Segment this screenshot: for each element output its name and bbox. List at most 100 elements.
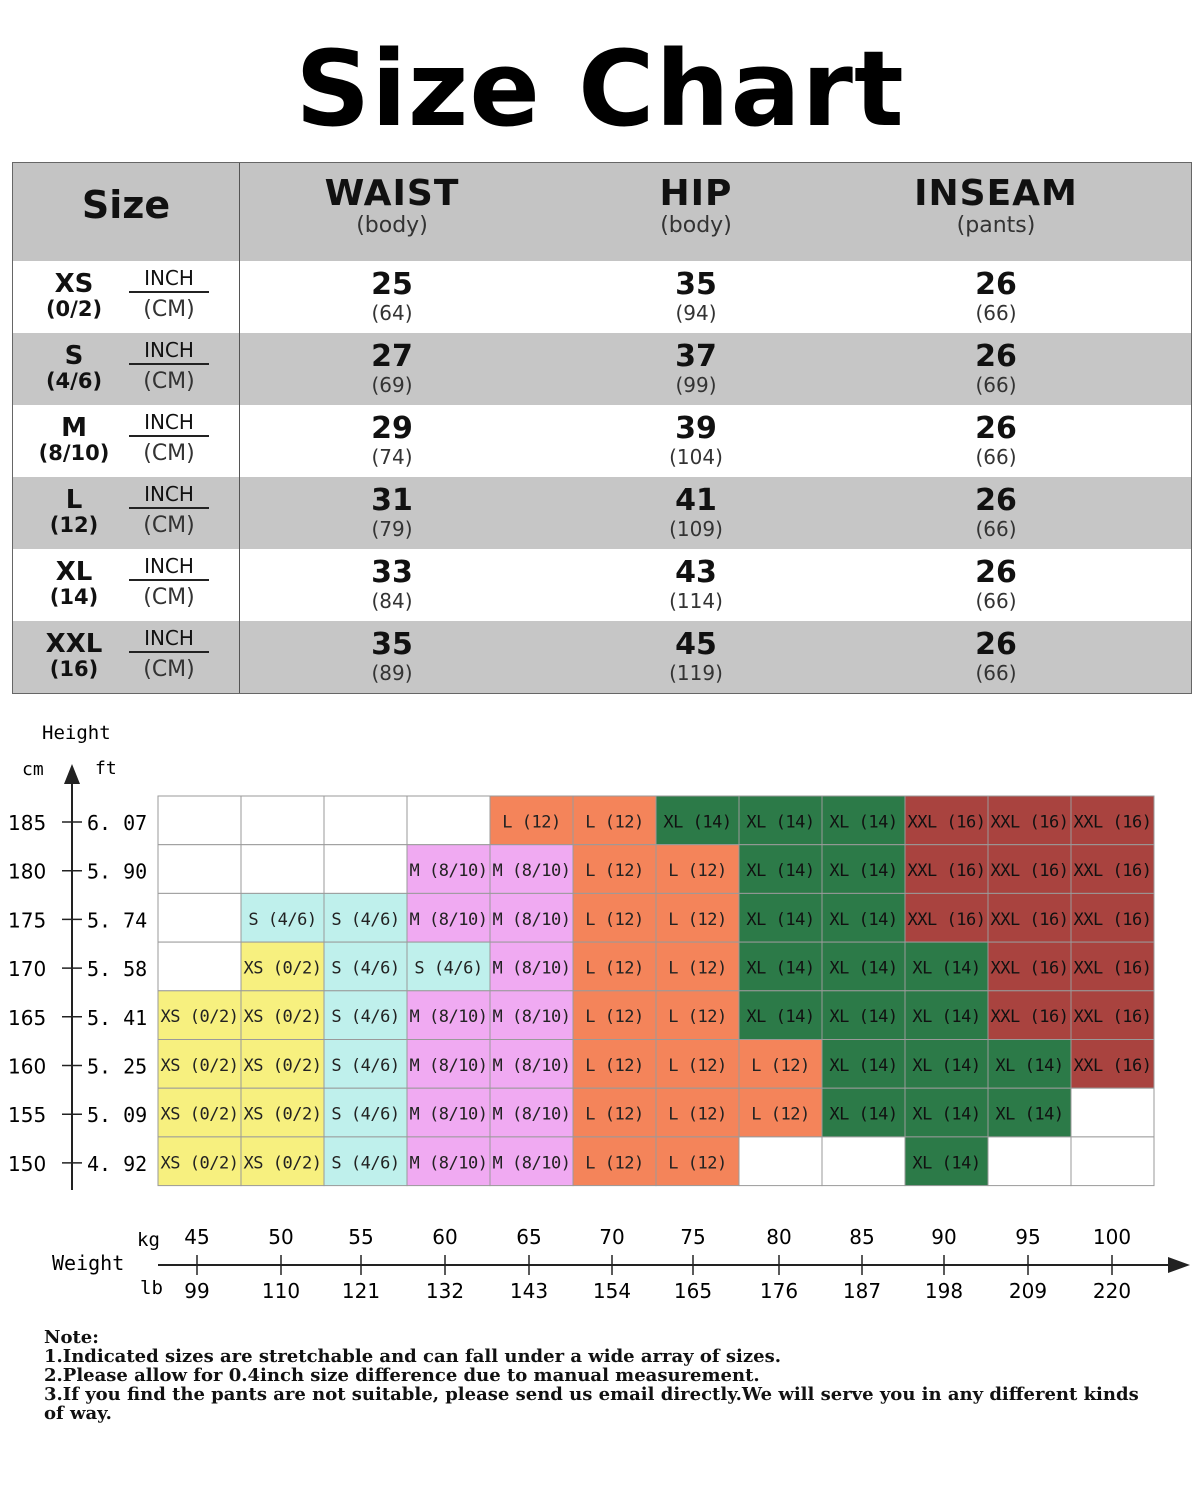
size-cell-label: M (8/10) <box>493 1153 571 1173</box>
inseam-cell: 26 (66) <box>848 405 1144 477</box>
hip-cell: 45 (119) <box>544 621 848 693</box>
grid-cell <box>406 795 491 846</box>
grid-cell <box>323 844 408 894</box>
size-cell-label: XL (14) <box>746 812 814 832</box>
size-cell-label: XL (14) <box>912 1153 980 1173</box>
x-tick-label-lb: 154 <box>593 1279 631 1303</box>
y-tick-label-cm: 170 <box>8 957 46 981</box>
hip-cell: 39 (104) <box>544 405 848 477</box>
size-cell-label: L (12) <box>585 958 643 978</box>
inseam-cm-value: (66) <box>975 661 1017 685</box>
size-cell-label: XXL (16) <box>908 861 986 881</box>
size-cell-label: XL (14) <box>995 1105 1063 1125</box>
unit-inch-label: INCH <box>129 410 209 437</box>
y-tick-label-ft: 5. 90 <box>87 860 147 884</box>
grid-cell <box>1070 990 1155 1040</box>
waist-inch-value: 33 <box>371 555 413 590</box>
size-cell-label: XXL (16) <box>1074 861 1152 881</box>
grid-cell <box>240 941 325 992</box>
hip-inch-value: 41 <box>675 483 717 518</box>
unit-cm-label: (CM) <box>143 441 195 466</box>
size-cell: XL (14) INCH (CM) <box>13 549 240 621</box>
size-cell-label: XL (14) <box>663 812 731 832</box>
grid-cell <box>1070 844 1155 894</box>
unit-inch-label: INCH <box>129 338 209 365</box>
y-tick-label-ft: 6. 07 <box>87 811 147 835</box>
unit-inch-label: INCH <box>129 554 209 581</box>
size-cell-label: XXL (16) <box>991 812 1069 832</box>
size-cell-label: XL (14) <box>829 910 897 930</box>
note: Note: 1.Indicated sizes are stretchable … <box>44 1328 1164 1423</box>
size-cell-label: XXL (16) <box>991 861 1069 881</box>
size-cell-label: L (12) <box>668 910 726 930</box>
size-cell-label: L (12) <box>585 861 643 881</box>
inseam-cell: 26 (66) <box>848 477 1144 549</box>
size-cell-label: S (4/6) <box>331 958 399 978</box>
grid-cell <box>157 1087 242 1138</box>
grid-cell <box>904 1087 989 1138</box>
waist-cm-value: (69) <box>371 373 413 397</box>
x-tick-label-kg: 100 <box>1093 1225 1131 1249</box>
grid-cell <box>987 1087 1072 1138</box>
inseam-cm-value: (66) <box>975 373 1017 397</box>
size-cell-label: XS (0/2) <box>244 958 322 978</box>
grid-cell <box>572 795 657 846</box>
hip-inch-value: 39 <box>675 411 717 446</box>
header-waist-sub: (body) <box>356 213 428 238</box>
grid-cell <box>987 892 1072 943</box>
grid-cell <box>240 892 325 943</box>
size-cell-label: S (4/6) <box>331 1153 399 1173</box>
waist-inch-value: 35 <box>371 627 413 662</box>
size-cell-label: M (8/10) <box>410 861 488 881</box>
grid-cell <box>821 892 906 943</box>
x-tick-label-kg: 80 <box>766 1225 791 1249</box>
waist-cell: 35 (89) <box>240 621 544 693</box>
size-cell-label: XL (14) <box>829 1105 897 1125</box>
size-cell-label: S (4/6) <box>331 1105 399 1125</box>
hip-cm-value: (119) <box>669 661 723 685</box>
size-cell-label: L (12) <box>751 1105 809 1125</box>
size-cell: S (4/6) INCH (CM) <box>13 333 240 405</box>
waist-inch-value: 31 <box>371 483 413 518</box>
inseam-cm-value: (66) <box>975 517 1017 541</box>
waist-cm-value: (84) <box>371 589 413 613</box>
x-tick-label-lb: 187 <box>843 1279 881 1303</box>
unit-cm-label: (CM) <box>143 297 195 322</box>
y-tick-label-cm: 180 <box>8 860 46 884</box>
size-letter: XXL <box>45 629 103 659</box>
waist-cell: 33 (84) <box>240 549 544 621</box>
size-numeric: (12) <box>49 513 99 537</box>
size-letter: XL <box>55 557 93 587</box>
inseam-cm-value: (66) <box>975 445 1017 469</box>
hip-cm-value: (94) <box>675 301 717 325</box>
size-cell-label: XL (14) <box>746 910 814 930</box>
size-cell-label: L (12) <box>668 1105 726 1125</box>
size-cell-label: XS (0/2) <box>161 1056 239 1076</box>
grid-cell <box>240 844 325 894</box>
size-cell: L (12) INCH (CM) <box>13 477 240 549</box>
size-cell-label: L (12) <box>751 1056 809 1076</box>
table-row: XXL (16) INCH (CM) 35 (89) 45 (119) 26 (66) <box>13 621 1191 693</box>
y-tick-label-cm: 160 <box>8 1055 46 1079</box>
header-hip-cell: HIP (body) <box>544 163 848 261</box>
unit-cm-label: (CM) <box>143 369 195 394</box>
inseam-cm-value: (66) <box>975 589 1017 613</box>
size-cell-label: XXL (16) <box>1074 958 1152 978</box>
y-tick-label-ft: 4. 92 <box>87 1152 147 1176</box>
hip-inch-value: 37 <box>675 339 717 374</box>
size-cell-label: XL (14) <box>829 812 897 832</box>
inseam-cell: 26 (66) <box>848 333 1144 405</box>
grid-cell <box>489 892 574 943</box>
x-tick-label-kg: 50 <box>268 1225 293 1249</box>
size-cell-label: S (4/6) <box>331 910 399 930</box>
size-cell-label: XL (14) <box>829 861 897 881</box>
x-tick-label-kg: 85 <box>849 1225 874 1249</box>
hip-cell: 37 (99) <box>544 333 848 405</box>
size-cell-label: XXL (16) <box>908 812 986 832</box>
height-weight-chart: L (12) L (12) XL (14) XL (14) XL (14) XXL (16… <box>8 722 1190 1303</box>
hip-cm-value: (104) <box>669 445 723 469</box>
grid-cell <box>904 1039 989 1089</box>
page-title: Size Chart <box>295 28 905 150</box>
size-cell-label: XXL (16) <box>1074 910 1152 930</box>
grid-cell <box>157 844 242 894</box>
